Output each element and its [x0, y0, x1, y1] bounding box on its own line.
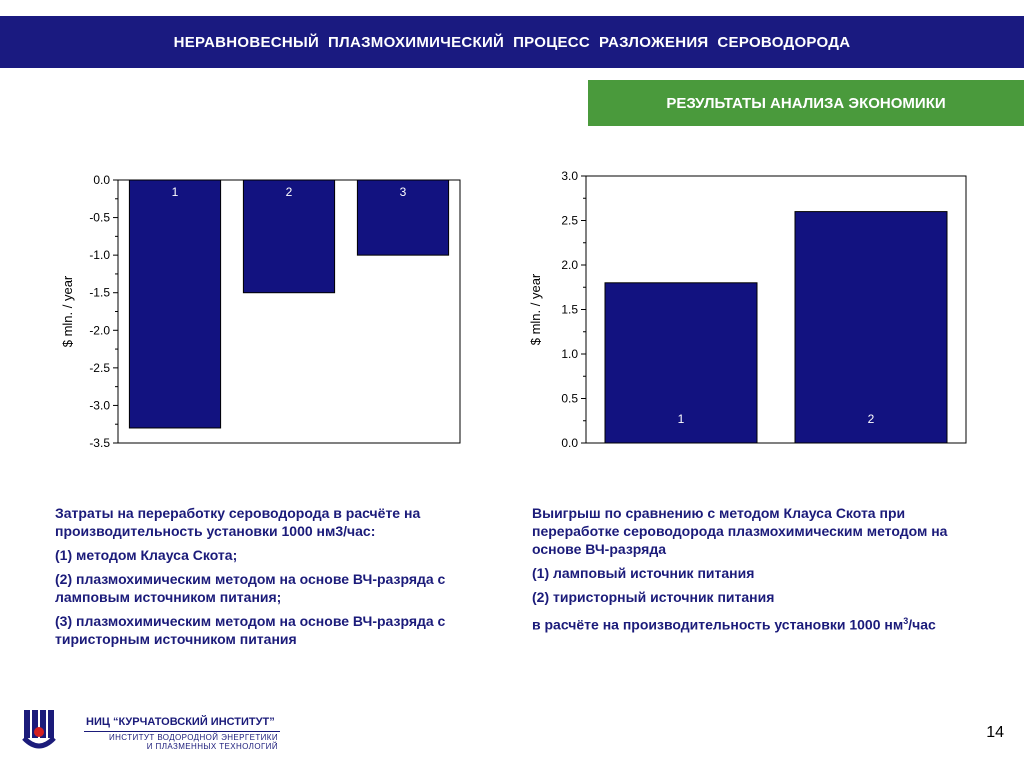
right-description: Выигрыш по сравнению с методом Клауса Ск… [532, 504, 982, 640]
bar-label-2: 2 [286, 185, 293, 199]
org-divider [84, 731, 280, 732]
footer-logo-block [22, 708, 292, 754]
right-intro: Выигрыш по сравнению с методом Клауса Ск… [532, 505, 948, 557]
y-tick-label: 0.0 [93, 173, 110, 187]
y-axis-label: $ mln. / year [60, 275, 75, 347]
right-outro-end: /час [908, 616, 936, 633]
chart-costs-svg: 0.0 -0.5 -1.0 -1.5 -2.0 -2.5 -3.0 -3.5 $ mln. / … [60, 173, 461, 450]
y-tick-label: 0.5 [561, 392, 578, 406]
chart-costs: 0.0 -0.5 -1.0 -1.5 -2.0 -2.5 -3.0 -3.5 $ mln. / … [50, 160, 480, 465]
org-name: НИЦ “КУРЧАТОВСКИЙ ИНСТИТУТ” [86, 716, 275, 728]
bar-label-3: 3 [400, 185, 407, 199]
section-banner-title: РЕЗУЛЬТАТЫ АНАЛИЗА ЭКОНОМИКИ [666, 94, 946, 112]
bar-label-1: 1 [172, 185, 179, 199]
chart-gain: 0.0 0.5 1.0 1.5 2.0 2.5 3.0 $ mln. / year 1 2 [520, 160, 990, 465]
bar-2 [242, 179, 336, 294]
y-tick-label: -2.0 [89, 323, 110, 337]
y-tick-label: 1.5 [561, 303, 578, 317]
bar-1 [128, 179, 222, 429]
org-subtitle-line-1: ИНСТИТУТ ВОДОРОДНОЙ ЭНЕРГЕТИКИ [108, 733, 278, 742]
left-intro: Затраты на переработку сероводорода в ра… [55, 505, 421, 539]
right-outro-main: в расчёте на производительность установк… [532, 616, 904, 633]
right-item-1: (1) ламповый источник питания [532, 565, 755, 581]
y-tick-label: 2.0 [561, 258, 578, 272]
org-subtitle-line-2: И ПЛАЗМЕННЫХ ТЕХНОЛОГИЙ [146, 742, 278, 751]
y-tick-label: 3.0 [561, 169, 578, 183]
header-bar: НЕРАВНОВЕСНЫЙ ПЛАЗМОХИМИЧЕСКИЙ ПРОЦЕСС Р… [0, 16, 1024, 68]
y-tick-label: -1.5 [89, 286, 110, 300]
org-subtitle: ИНСТИТУТ ВОДОРОДНОЙ ЭНЕРГЕТИКИ И ПЛАЗМЕН… [100, 733, 278, 751]
bar-3 [356, 179, 450, 256]
y-tick-label: -3.0 [89, 398, 110, 412]
section-banner: РЕЗУЛЬТАТЫ АНАЛИЗА ЭКОНОМИКИ [588, 80, 1024, 126]
y-tick-label: -0.5 [89, 211, 110, 225]
y-tick-label: 0.0 [561, 436, 578, 450]
y-tick-label: 2.5 [561, 214, 578, 228]
left-item-2: (2) плазмохимическим методом на основе В… [55, 571, 446, 605]
y-axis-label: $ mln. / year [528, 273, 543, 345]
header-title: НЕРАВНОВЕСНЫЙ ПЛАЗМОХИМИЧЕСКИЙ ПРОЦЕСС Р… [173, 33, 851, 51]
bar-label-1: 1 [678, 412, 685, 426]
left-item-3: (3) плазмохимическим методом на основе В… [55, 613, 446, 647]
kurchatov-logo-icon [22, 710, 56, 749]
y-tick-label: -2.5 [89, 361, 110, 375]
page-number: 14 [986, 724, 1004, 741]
right-outro-sup: 3 [903, 616, 909, 626]
bar-1 [604, 282, 758, 444]
left-description: Затраты на переработку сероводорода в ра… [55, 504, 485, 654]
right-item-2: (2) тиристорный источник питания [532, 589, 775, 605]
right-outro: в расчёте на производительность установк… [532, 612, 982, 634]
bar-label-2: 2 [868, 412, 875, 426]
y-tick-label: 1.0 [561, 347, 578, 361]
y-tick-label: -1.0 [89, 248, 110, 262]
y-tick-label: -3.5 [89, 436, 110, 450]
left-item-1: (1) методом Клауса Скота; [55, 547, 238, 563]
bar-2 [794, 211, 948, 444]
chart-gain-svg: 0.0 0.5 1.0 1.5 2.0 2.5 3.0 $ mln. / year 1 2 [528, 169, 967, 450]
